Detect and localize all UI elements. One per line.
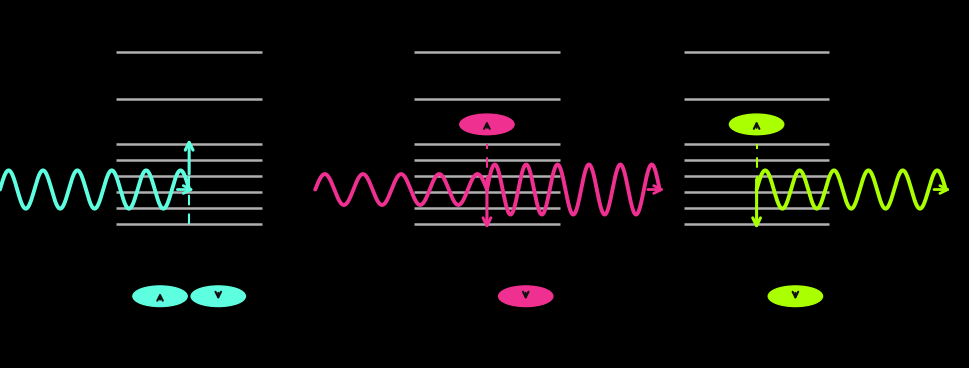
Circle shape bbox=[729, 114, 783, 135]
Circle shape bbox=[133, 286, 187, 307]
Circle shape bbox=[767, 286, 822, 307]
Circle shape bbox=[459, 114, 514, 135]
Circle shape bbox=[498, 286, 552, 307]
Circle shape bbox=[191, 286, 245, 307]
